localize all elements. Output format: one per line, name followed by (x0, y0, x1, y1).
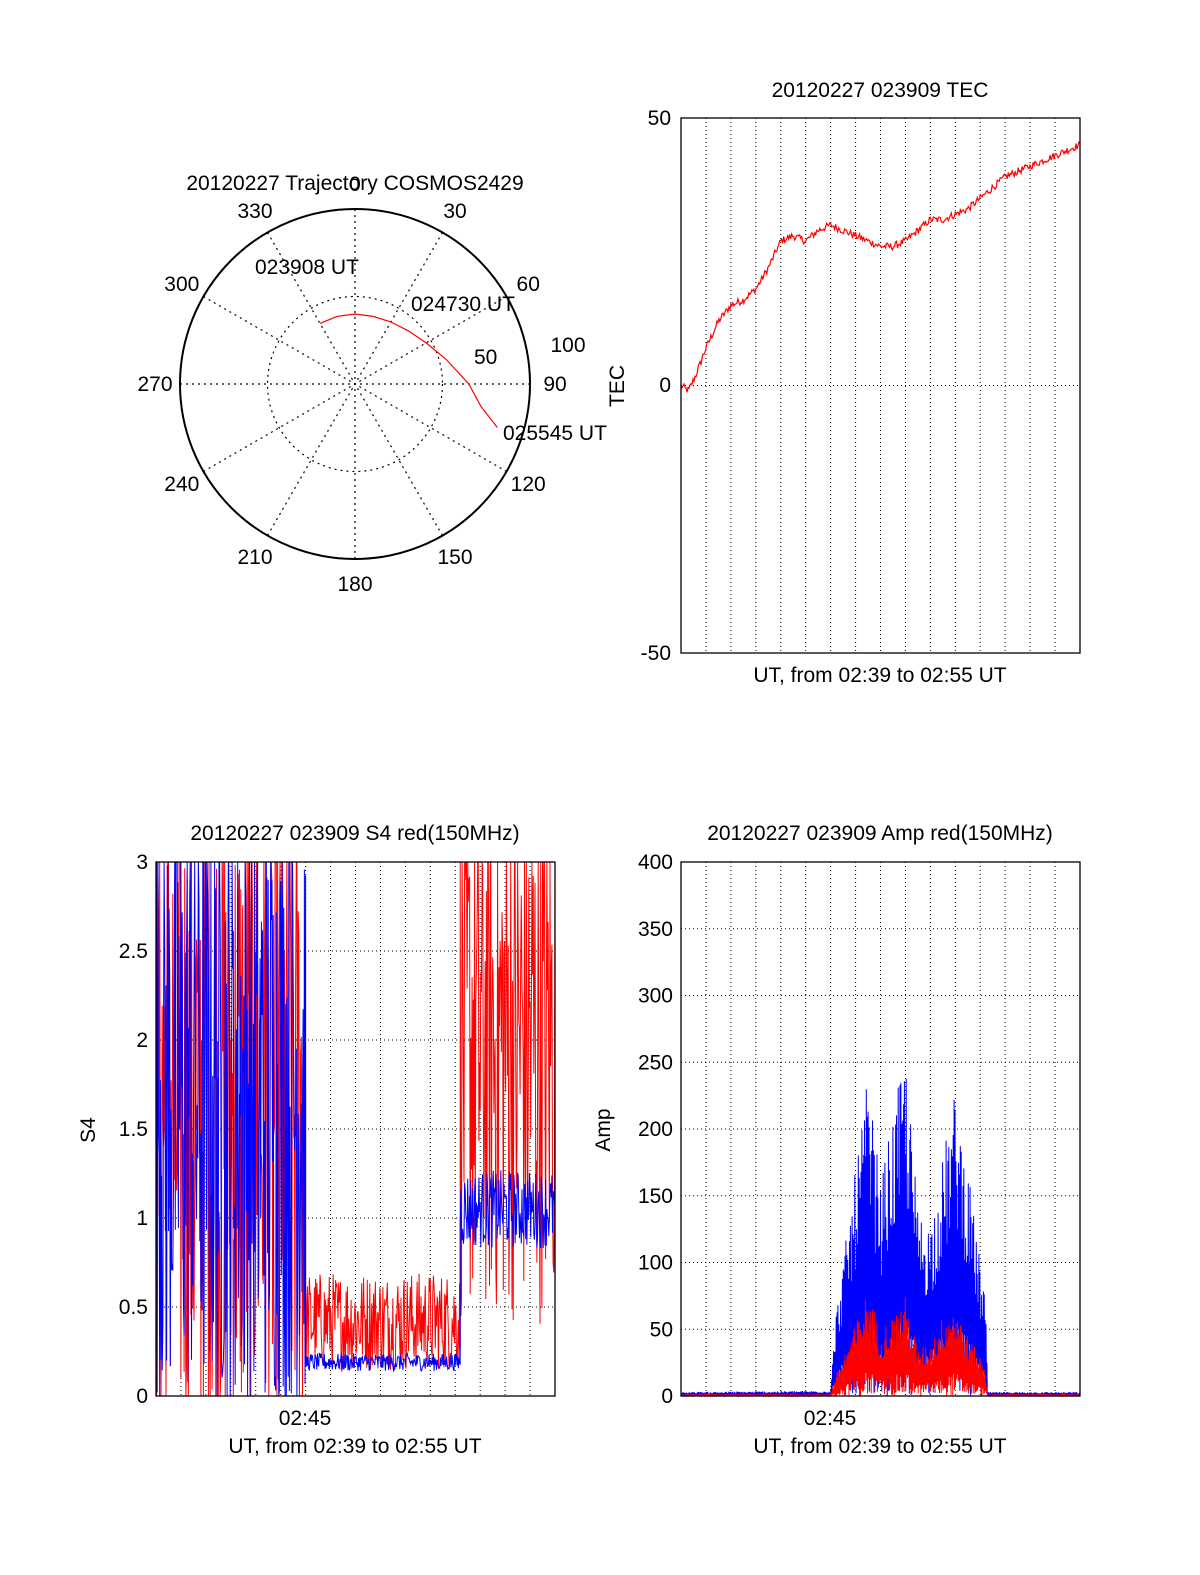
azimuth-label-330: 330 (237, 200, 272, 223)
amp-series-blue (680, 1078, 1081, 1397)
trajectory-end-label: 025545 UT (503, 422, 607, 445)
polar-grid (179, 208, 531, 560)
azimuth-label-120: 120 (511, 473, 546, 496)
amp-plot: 20120227 023909 Amp red(150MHz) 0 50 100 15… (592, 822, 1081, 1458)
tec-ytick-50: 50 (648, 107, 671, 130)
s4-series-blue (155, 861, 556, 1397)
amp-series-red (680, 1297, 1081, 1398)
s4-ytick: 2 (136, 1029, 148, 1052)
azimuth-label-210: 210 (237, 546, 272, 569)
tec-grid (681, 118, 1080, 653)
polar-ring-1 (266, 295, 444, 473)
amp-ytick: 300 (638, 985, 673, 1008)
elevation-ring-label-100: 100 (550, 334, 585, 357)
amp-ytick: 0 (661, 1385, 673, 1408)
s4-ytick: 1.5 (119, 1118, 148, 1141)
amp-series (680, 1078, 1081, 1398)
azimuth-label-300: 300 (164, 273, 199, 296)
tec-ylabel: TEC (606, 365, 629, 407)
amp-ytick: 400 (638, 851, 673, 874)
tec-series-line (680, 140, 1081, 393)
polar-spoke-150 (266, 232, 444, 536)
s4-frame (155, 861, 556, 1397)
amp-ytick: 200 (638, 1118, 673, 1141)
s4-ytick: 2.5 (119, 940, 148, 963)
polar-trajectory-plot: 20120227 Trajectory COSMOS2429 0 30 60 90 12… (137, 172, 607, 596)
s4-ytick: 0 (136, 1385, 148, 1408)
amp-ytick: 50 (650, 1318, 673, 1341)
s4-yticks: 0 0.5 1 1.5 2 2.5 3 (119, 851, 148, 1408)
amp-yticks: 0 50 100 150 200 250 300 350 400 (638, 851, 673, 1408)
s4-xlabel: UT, from 02:39 to 02:55 UT (228, 1435, 481, 1458)
tec-ytick-0: 0 (659, 374, 671, 397)
amp-ytick: 350 (638, 918, 673, 941)
azimuth-label-240: 240 (164, 473, 199, 496)
polar-trajectory-line (319, 313, 498, 428)
amp-title: 20120227 023909 Amp red(150MHz) (707, 822, 1053, 845)
amp-xtick-0245: 02:45 (804, 1407, 857, 1430)
s4-xtick-0245: 02:45 (279, 1407, 332, 1430)
polar-title: 20120227 Trajectory COSMOS2429 (186, 172, 523, 195)
tec-title: 20120227 023909 TEC (772, 79, 989, 102)
s4-ytick: 0.5 (119, 1296, 148, 1319)
azimuth-label-90: 90 (543, 373, 566, 396)
azimuth-label-30: 30 (443, 200, 466, 223)
amp-ytick: 150 (638, 1185, 673, 1208)
amp-frame (680, 861, 1081, 1397)
azimuth-label-180: 180 (337, 573, 372, 596)
trajectory-start-label: 023908 UT (255, 256, 359, 279)
amp-ytick: 250 (638, 1051, 673, 1074)
azimuth-label-60: 60 (517, 273, 540, 296)
s4-ylabel: S4 (77, 1117, 100, 1143)
trajectory-mid-label: 024730 UT (411, 293, 515, 316)
azimuth-label-150: 150 (437, 546, 472, 569)
polar-azimuth-labels: 0 30 60 90 120 150 180 210 240 270 300 330 (137, 173, 566, 596)
amp-ylabel: Amp (592, 1108, 615, 1151)
s4-title: 20120227 023909 S4 red(150MHz) (190, 822, 519, 845)
tec-frame (680, 117, 1081, 654)
azimuth-label-270: 270 (137, 373, 172, 396)
tec-ytick-minus50: -50 (641, 642, 671, 665)
tec-plot: 20120227 023909 TEC 50 0 -50 TEC UT, fro… (606, 79, 1081, 687)
tec-xlabel: UT, from 02:39 to 02:55 UT (753, 664, 1006, 687)
s4-ytick: 3 (136, 851, 148, 874)
amp-xlabel: UT, from 02:39 to 02:55 UT (753, 1435, 1006, 1458)
s4-ytick: 1 (136, 1207, 148, 1230)
azimuth-label-0: 0 (349, 173, 361, 196)
amp-ytick: 100 (638, 1252, 673, 1275)
elevation-ring-label-50: 50 (474, 346, 497, 369)
s4-plot: 20120227 023909 S4 red(150MHz) 0 0.5 1 1.5 2… (77, 822, 556, 1458)
